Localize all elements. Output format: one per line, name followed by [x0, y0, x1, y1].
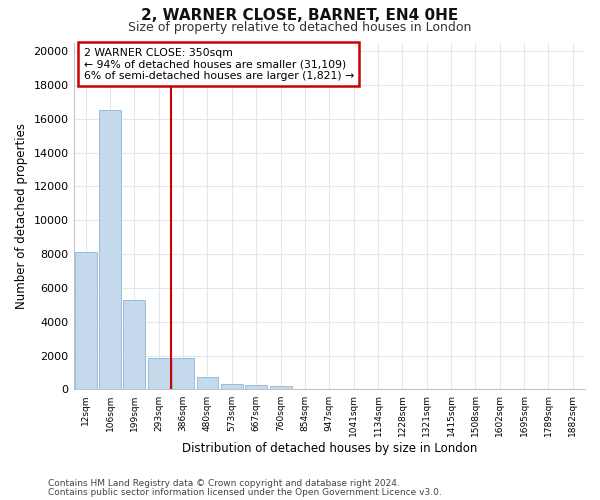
X-axis label: Distribution of detached houses by size in London: Distribution of detached houses by size … — [182, 442, 477, 455]
Bar — [75, 252, 97, 390]
Text: 2, WARNER CLOSE, BARNET, EN4 0HE: 2, WARNER CLOSE, BARNET, EN4 0HE — [142, 8, 458, 22]
Bar — [148, 358, 170, 390]
Text: Contains public sector information licensed under the Open Government Licence v3: Contains public sector information licen… — [48, 488, 442, 497]
Bar — [197, 377, 218, 390]
Text: 2 WARNER CLOSE: 350sqm
← 94% of detached houses are smaller (31,109)
6% of semi-: 2 WARNER CLOSE: 350sqm ← 94% of detached… — [84, 48, 354, 81]
Bar — [245, 385, 267, 390]
Text: Contains HM Land Registry data © Crown copyright and database right 2024.: Contains HM Land Registry data © Crown c… — [48, 479, 400, 488]
Y-axis label: Number of detached properties: Number of detached properties — [15, 123, 28, 309]
Bar — [172, 358, 194, 390]
Bar — [124, 300, 145, 390]
Bar — [99, 110, 121, 390]
Bar — [221, 384, 243, 390]
Bar — [269, 386, 292, 390]
Text: Size of property relative to detached houses in London: Size of property relative to detached ho… — [128, 21, 472, 34]
